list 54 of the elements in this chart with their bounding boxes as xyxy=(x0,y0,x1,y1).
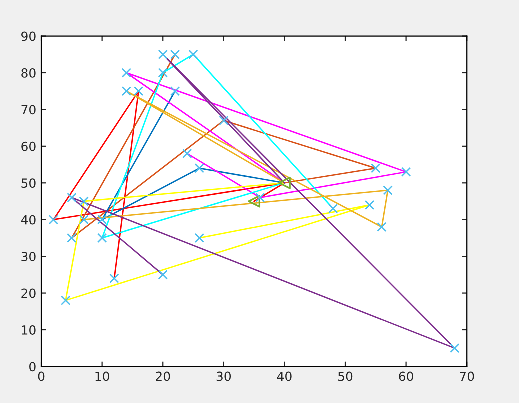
point xyxy=(383,186,393,196)
point xyxy=(170,50,180,60)
y-tick-label: 60 xyxy=(22,142,36,152)
point xyxy=(97,233,108,244)
point xyxy=(278,176,291,190)
point xyxy=(377,222,387,232)
x-tick-label: 40 xyxy=(277,372,292,382)
x-tick-label: 20 xyxy=(156,372,170,382)
line-series xyxy=(71,54,377,239)
point xyxy=(60,296,71,306)
point xyxy=(158,68,168,78)
x-tick-label: 30 xyxy=(216,372,232,382)
point xyxy=(371,164,381,174)
x-tick-label: 0 xyxy=(38,372,45,382)
point xyxy=(122,86,132,96)
point xyxy=(79,196,89,206)
point xyxy=(188,50,198,60)
point xyxy=(67,192,77,203)
point xyxy=(219,116,229,126)
y-tick-label: 20 xyxy=(22,288,36,298)
y-tick-label: 90 xyxy=(22,32,36,42)
point xyxy=(256,192,266,203)
x-tick-label: 70 xyxy=(460,372,474,382)
y-tick-label: 80 xyxy=(22,68,36,78)
point xyxy=(364,200,375,210)
point xyxy=(450,344,460,354)
point xyxy=(110,274,120,284)
point xyxy=(248,195,261,208)
point xyxy=(401,167,412,177)
point xyxy=(67,233,77,244)
point xyxy=(182,148,192,159)
y-tick-label: 10 xyxy=(22,325,36,335)
point xyxy=(158,50,168,60)
y-tick-label: 50 xyxy=(22,178,36,188)
point xyxy=(170,86,180,96)
y-tick-label: 40 xyxy=(21,215,36,225)
y-tick-label: 30 xyxy=(22,252,36,262)
y-tick-label: 0 xyxy=(30,362,36,372)
point xyxy=(79,214,89,225)
point xyxy=(194,233,204,244)
point xyxy=(97,214,108,225)
line-series xyxy=(83,90,389,228)
point xyxy=(194,164,204,174)
point xyxy=(134,86,144,96)
point xyxy=(122,68,132,78)
y-tick-label: 70 xyxy=(22,105,36,115)
point xyxy=(328,204,338,214)
point xyxy=(158,270,168,280)
x-tick-label: 10 xyxy=(96,372,110,382)
x-tick-label: 60 xyxy=(399,372,414,382)
line-series xyxy=(102,54,334,239)
x-tick-label: 50 xyxy=(338,372,353,382)
point xyxy=(48,214,59,225)
line-series xyxy=(71,54,456,350)
